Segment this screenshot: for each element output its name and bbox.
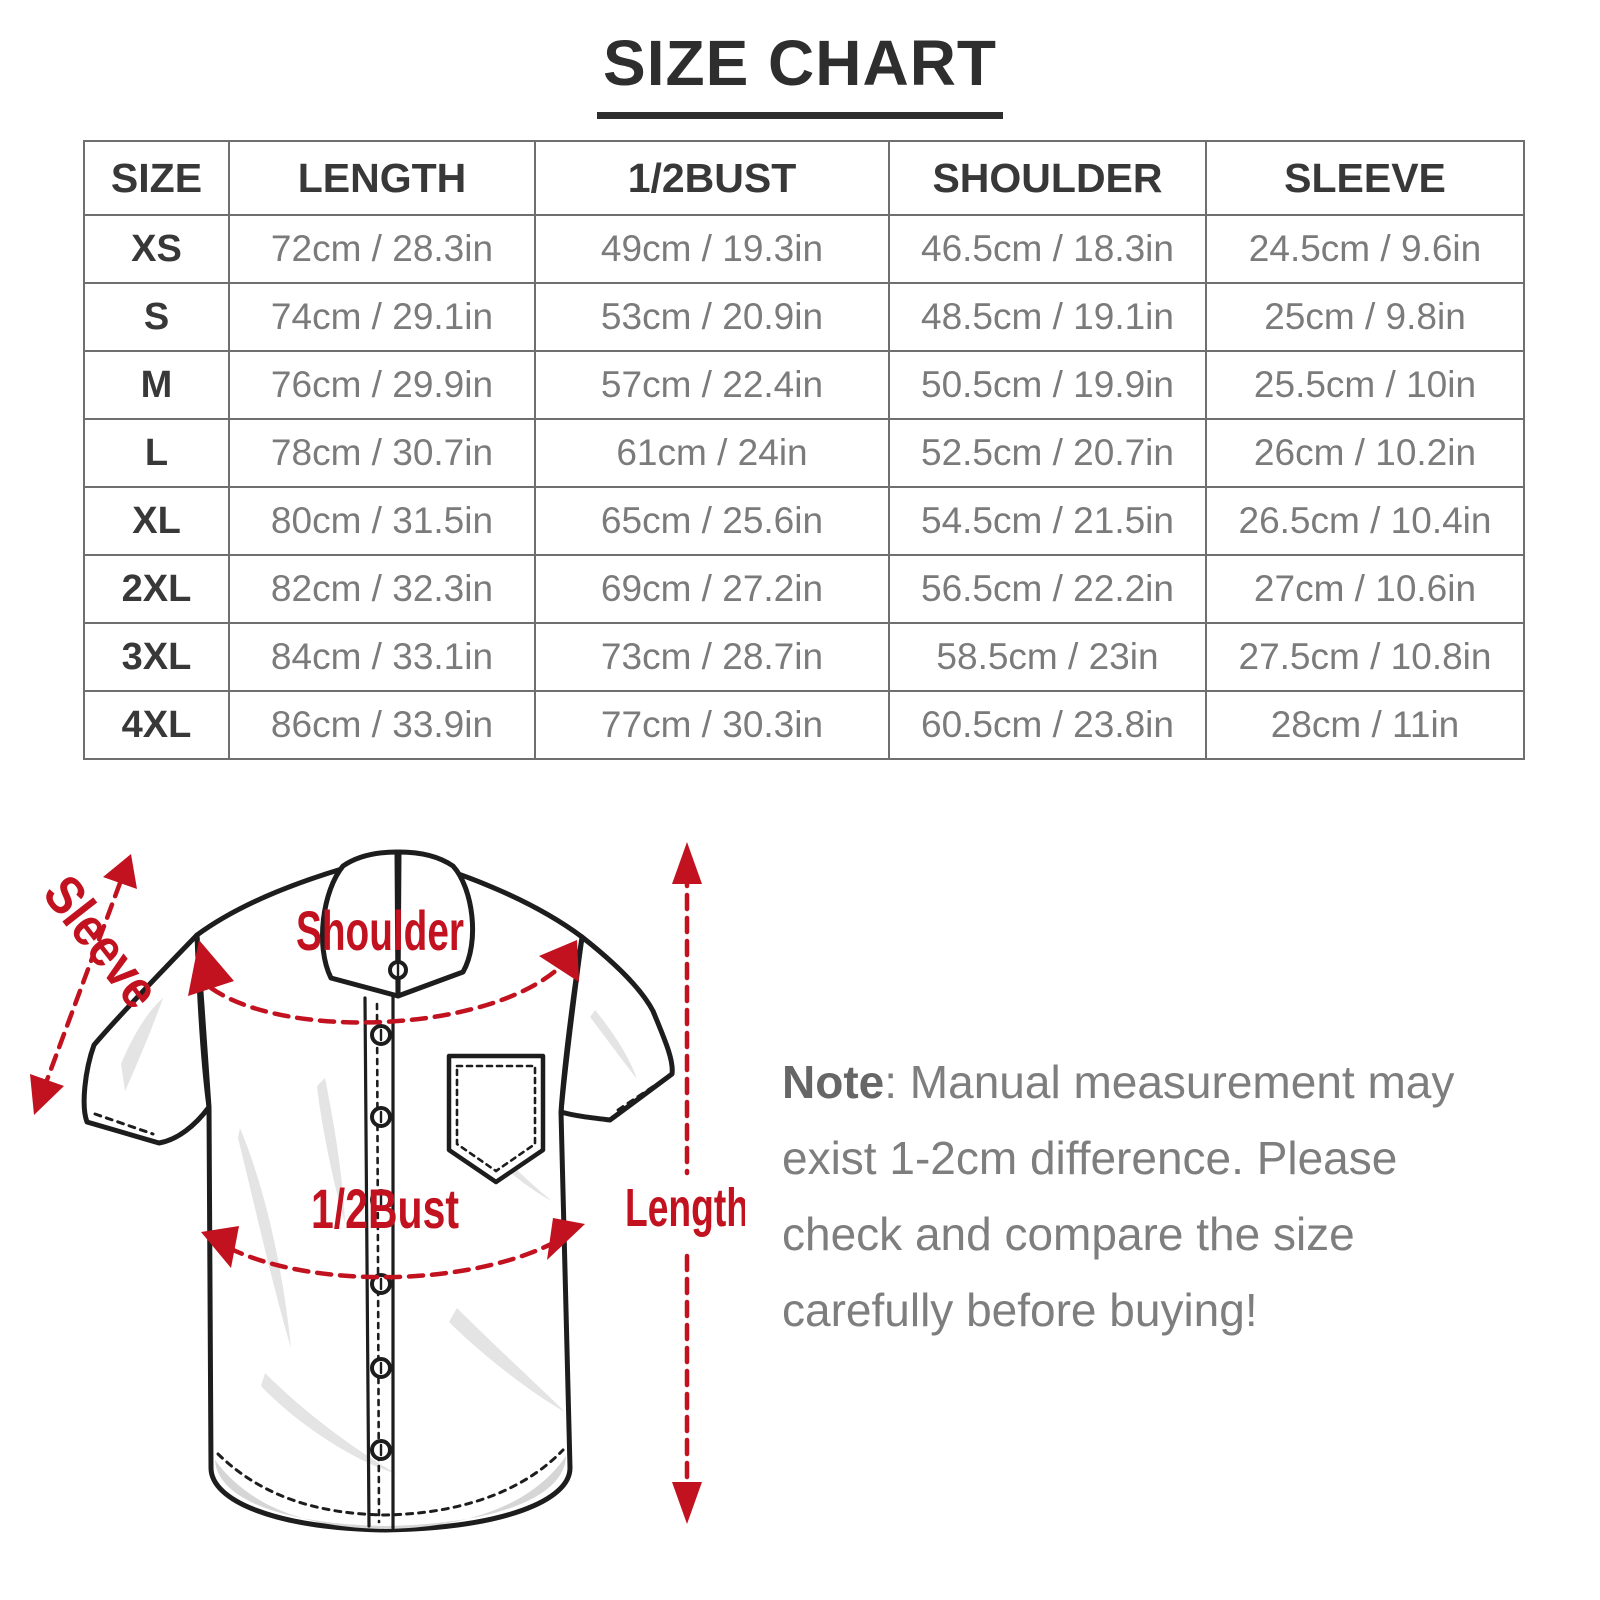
table-row: 2XL 82cm / 32.3in 69cm / 27.2in 56.5cm /… xyxy=(83,554,1525,624)
table-row: 4XL 86cm / 33.9in 77cm / 30.3in 60.5cm /… xyxy=(83,690,1525,760)
shirt-pocket xyxy=(446,1053,546,1185)
table-cell: 74cm / 29.1in xyxy=(228,282,536,352)
table-cell: 52.5cm / 20.7in xyxy=(888,418,1207,488)
button xyxy=(370,1273,392,1295)
size-chart-table: SIZE LENGTH 1/2BUST SHOULDER SLEEVE XS 7… xyxy=(83,140,1525,760)
table-cell: 86cm / 33.9in xyxy=(228,690,536,760)
table-cell: 3XL xyxy=(83,622,230,692)
note-text: : Manual measurement may exist 1-2cm dif… xyxy=(782,1056,1455,1336)
table-cell: 28cm / 11in xyxy=(1205,690,1525,760)
table-row: L 78cm / 30.7in 61cm / 24in 52.5cm / 20.… xyxy=(83,418,1525,488)
shirt-collar xyxy=(320,849,476,999)
table-cell: 58.5cm / 23in xyxy=(888,622,1207,692)
table-row: S 74cm / 29.1in 53cm / 20.9in 48.5cm / 1… xyxy=(83,282,1525,352)
table-cell: 72cm / 28.3in xyxy=(228,214,536,284)
col-header-size: SIZE xyxy=(83,140,230,216)
length-label: Length xyxy=(625,1178,745,1238)
table-cell: L xyxy=(83,418,230,488)
table-cell: 82cm / 32.3in xyxy=(228,554,536,624)
col-header-bust: 1/2BUST xyxy=(534,140,890,216)
table-cell: 46.5cm / 18.3in xyxy=(888,214,1207,284)
bust-label: 1/2Bust xyxy=(311,1177,459,1240)
button xyxy=(370,1106,392,1128)
table-cell: 27cm / 10.6in xyxy=(1205,554,1525,624)
shirt-placket xyxy=(363,992,395,1530)
table-cell: 25.5cm / 10in xyxy=(1205,350,1525,420)
sleeve-measure-arrow xyxy=(30,854,137,1115)
page-title-text: SIZE CHART xyxy=(597,26,1003,119)
button xyxy=(370,1357,392,1379)
table-header-row: SIZE LENGTH 1/2BUST SHOULDER SLEEVE xyxy=(83,140,1525,216)
measurement-note: Note: Manual measurement may exist 1-2cm… xyxy=(782,1044,1488,1348)
table-cell: 25cm / 9.8in xyxy=(1205,282,1525,352)
col-header-sleeve: SLEEVE xyxy=(1205,140,1525,216)
table-cell: 4XL xyxy=(83,690,230,760)
button xyxy=(370,1024,392,1046)
table-cell: 50.5cm / 19.9in xyxy=(888,350,1207,420)
table-cell: 26.5cm / 10.4in xyxy=(1205,486,1525,556)
table-cell: 78cm / 30.7in xyxy=(228,418,536,488)
button xyxy=(370,1439,392,1461)
table-cell: 27.5cm / 10.8in xyxy=(1205,622,1525,692)
shirt-measurement-diagram: Shoulder 1/2Bust Sleeve Length xyxy=(30,842,745,1533)
table-cell: 57cm / 22.4in xyxy=(534,350,890,420)
table-row: 3XL 84cm / 33.1in 73cm / 28.7in 58.5cm /… xyxy=(83,622,1525,692)
table-cell: 56.5cm / 22.2in xyxy=(888,554,1207,624)
table-cell: 77cm / 30.3in xyxy=(534,690,890,760)
page-title: SIZE CHART xyxy=(0,26,1600,119)
table-cell: 49cm / 19.3in xyxy=(534,214,890,284)
table-row: XL 80cm / 31.5in 65cm / 25.6in 54.5cm / … xyxy=(83,486,1525,556)
table-cell: XL xyxy=(83,486,230,556)
col-header-shoulder: SHOULDER xyxy=(888,140,1207,216)
button xyxy=(388,960,408,980)
table-row: XS 72cm / 28.3in 49cm / 19.3in 46.5cm / … xyxy=(83,214,1525,284)
shoulder-measure-arrow xyxy=(188,940,579,1025)
col-header-length: LENGTH xyxy=(228,140,536,216)
table-cell: XS xyxy=(83,214,230,284)
table-cell: 2XL xyxy=(83,554,230,624)
note-label: Note xyxy=(782,1056,885,1108)
table-cell: 80cm / 31.5in xyxy=(228,486,536,556)
table-cell: 26cm / 10.2in xyxy=(1205,418,1525,488)
length-measure-arrow xyxy=(672,842,702,1524)
table-cell: 69cm / 27.2in xyxy=(534,554,890,624)
table-row: M 76cm / 29.9in 57cm / 22.4in 50.5cm / 1… xyxy=(83,350,1525,420)
shoulder-label: Shoulder xyxy=(296,899,464,962)
table-cell: 24.5cm / 9.6in xyxy=(1205,214,1525,284)
table-cell: 73cm / 28.7in xyxy=(534,622,890,692)
table-cell: 76cm / 29.9in xyxy=(228,350,536,420)
table-cell: 84cm / 33.1in xyxy=(228,622,536,692)
table-cell: 53cm / 20.9in xyxy=(534,282,890,352)
table-cell: 65cm / 25.6in xyxy=(534,486,890,556)
table-cell: 61cm / 24in xyxy=(534,418,890,488)
table-cell: S xyxy=(83,282,230,352)
button xyxy=(370,1189,392,1211)
table-cell: 48.5cm / 19.1in xyxy=(888,282,1207,352)
table-cell: M xyxy=(83,350,230,420)
bust-measure-arrow xyxy=(201,1218,585,1280)
sleeve-label: Sleeve xyxy=(32,864,172,1019)
shirt-buttons xyxy=(370,960,408,1461)
table-cell: 54.5cm / 21.5in xyxy=(888,486,1207,556)
table-cell: 60.5cm / 23.8in xyxy=(888,690,1207,760)
